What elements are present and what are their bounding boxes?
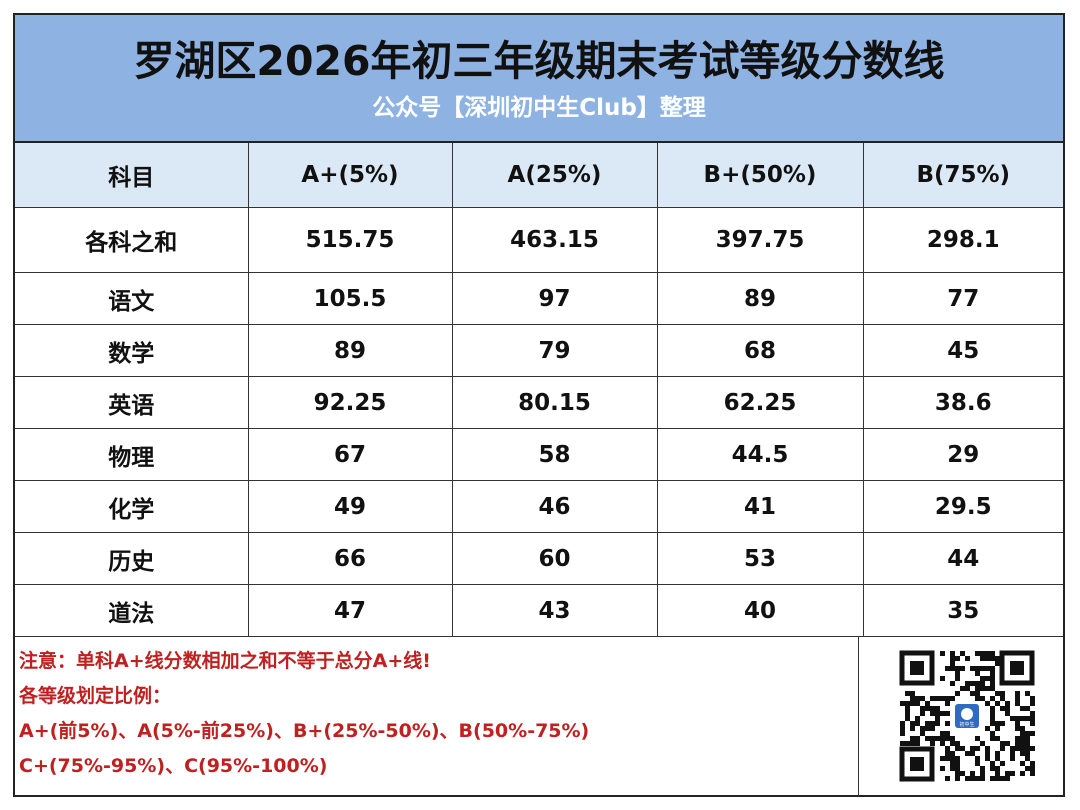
table-row: 物理 67 58 44.5 29 <box>15 428 1063 481</box>
cell-score: 67 <box>247 428 453 481</box>
table-row: 数学 89 79 68 45 <box>15 324 1063 377</box>
cell-score: 47 <box>247 584 453 637</box>
cell-score: 46 <box>451 480 658 533</box>
title-banner: 罗湖区2026年初三年级期末考试等级分数线 公众号【深圳初中生Club】整理 <box>15 15 1063 143</box>
table-row: 英语 92.25 80.15 62.25 38.6 <box>15 376 1063 429</box>
header-a-plus: A+(5%) <box>247 143 453 208</box>
cell-score: 58 <box>451 428 658 481</box>
table-row-total: 各科之和 515.75 463.15 397.75 298.1 <box>15 207 1063 273</box>
header-subject: 科目 <box>15 143 249 208</box>
cell-score: 89 <box>656 272 864 325</box>
grade-cutoff-table: 科目 A+(5%) A(25%) B+(50%) B(75%) 各科之和 515… <box>15 143 1063 637</box>
cell-score: 66 <box>247 532 453 585</box>
cell-score: 79 <box>451 324 658 377</box>
cell-score: 43 <box>451 584 658 637</box>
header-a: A(25%) <box>451 143 658 208</box>
cell-score: 89 <box>247 324 453 377</box>
page-title: 罗湖区2026年初三年级期末考试等级分数线 <box>133 37 945 85</box>
cell-subject: 化学 <box>15 480 249 533</box>
cell-score: 45 <box>862 324 1063 377</box>
table-row: 语文 105.5 97 89 77 <box>15 272 1063 325</box>
cell-score: 97 <box>451 272 658 325</box>
cell-score: 80.15 <box>451 376 658 429</box>
cell-score: 515.75 <box>247 207 453 273</box>
cell-subject: 物理 <box>15 428 249 481</box>
cell-score: 44 <box>862 532 1063 585</box>
note-heading: 各等级划定比例： <box>19 685 172 707</box>
notes-section: 注意：单科A+线分数相加之和不等于总分A+线! 各等级划定比例： A+(前5%)… <box>15 636 857 797</box>
cell-score: 62.25 <box>656 376 864 429</box>
qr-section: 初中生 <box>858 636 1063 797</box>
cell-score: 397.75 <box>656 207 864 273</box>
cell-score: 41 <box>656 480 864 533</box>
cell-subject: 历史 <box>15 532 249 585</box>
qr-logo-text: 初中生 <box>959 721 974 728</box>
cell-score: 29 <box>862 428 1063 481</box>
cell-score: 38.6 <box>862 376 1063 429</box>
cell-score: 44.5 <box>656 428 864 481</box>
cell-subject: 道法 <box>15 584 249 637</box>
cell-subject: 数学 <box>15 324 249 377</box>
cell-score: 53 <box>656 532 864 585</box>
score-sheet: 罗湖区2026年初三年级期末考试等级分数线 公众号【深圳初中生Club】整理 科… <box>13 13 1065 797</box>
cell-score: 35 <box>862 584 1063 637</box>
cell-score: 29.5 <box>862 480 1063 533</box>
table-header-row: 科目 A+(5%) A(25%) B+(50%) B(75%) <box>15 143 1063 208</box>
cell-score: 92.25 <box>247 376 453 429</box>
table-row: 道法 47 43 40 35 <box>15 584 1063 637</box>
cell-score: 40 <box>656 584 864 637</box>
page-subtitle: 公众号【深圳初中生Club】整理 <box>372 95 706 121</box>
cell-score: 463.15 <box>451 207 658 273</box>
qr-code-icon[interactable]: 初中生 <box>897 648 1037 784</box>
cell-score: 105.5 <box>247 272 453 325</box>
cell-subject: 语文 <box>15 272 249 325</box>
table-row: 历史 66 60 53 44 <box>15 532 1063 585</box>
cell-score: 68 <box>656 324 864 377</box>
table-row: 化学 49 46 41 29.5 <box>15 480 1063 533</box>
cell-score: 49 <box>247 480 453 533</box>
cell-score: 298.1 <box>862 207 1063 273</box>
note-ratio-line-2: C+(75%-95%)、C(95%-100%) <box>19 755 328 777</box>
header-b-plus: B+(50%) <box>656 143 864 208</box>
cell-score: 77 <box>862 272 1063 325</box>
note-warning: 注意：单科A+线分数相加之和不等于总分A+线! <box>19 650 431 672</box>
note-ratio-line-1: A+(前5%)、A(5%-前25%)、B+(25%-50%)、B(50%-75%… <box>19 720 590 742</box>
cell-subject: 英语 <box>15 376 249 429</box>
cell-subject: 各科之和 <box>15 207 249 273</box>
cell-score: 60 <box>451 532 658 585</box>
header-b: B(75%) <box>862 143 1063 208</box>
